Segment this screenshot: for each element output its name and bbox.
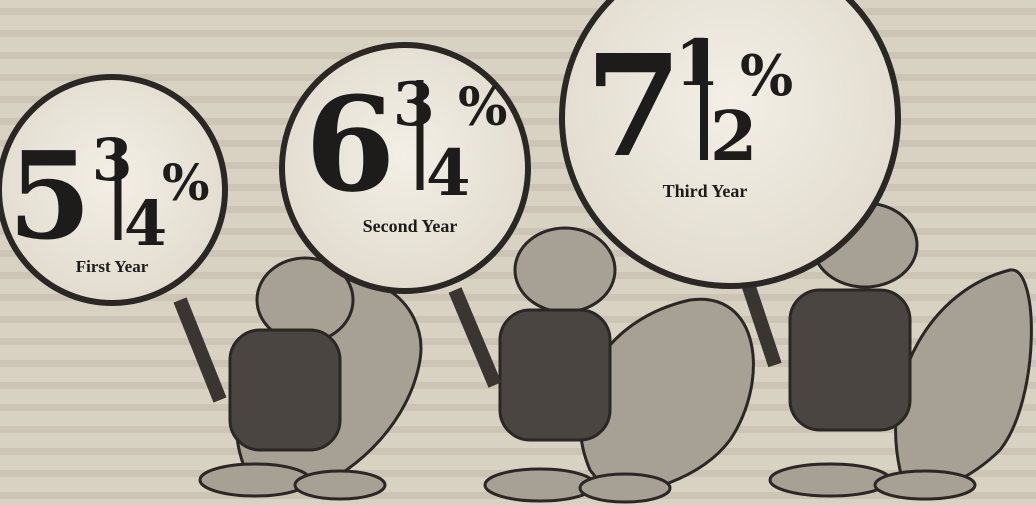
rate-whole: 6 bbox=[305, 68, 395, 221]
rate-label: Third Year bbox=[663, 181, 748, 201]
rate-percent: % bbox=[740, 43, 793, 109]
rate-denominator: 4 bbox=[124, 187, 167, 260]
rate-numerator: 1 bbox=[675, 26, 720, 101]
rate-numerator: 3 bbox=[393, 70, 435, 140]
rate-numerator: 3 bbox=[92, 126, 132, 194]
rate-percent: % bbox=[162, 153, 210, 212]
rate-whole: 5 bbox=[8, 126, 92, 267]
rate-whole: 7 bbox=[585, 25, 682, 189]
ad-illustration: 5 3 4 % First Year 6 3 4 % Second Year 7… bbox=[0, 0, 1036, 505]
rate-denominator: 4 bbox=[426, 136, 471, 211]
page: 5 3 4 % First Year 6 3 4 % Second Year 7… bbox=[0, 0, 1036, 505]
rate-percent: % bbox=[458, 77, 507, 138]
rate-label: First Year bbox=[76, 257, 149, 276]
rate-denominator: 2 bbox=[710, 97, 757, 177]
rate-label: Second Year bbox=[363, 216, 458, 236]
